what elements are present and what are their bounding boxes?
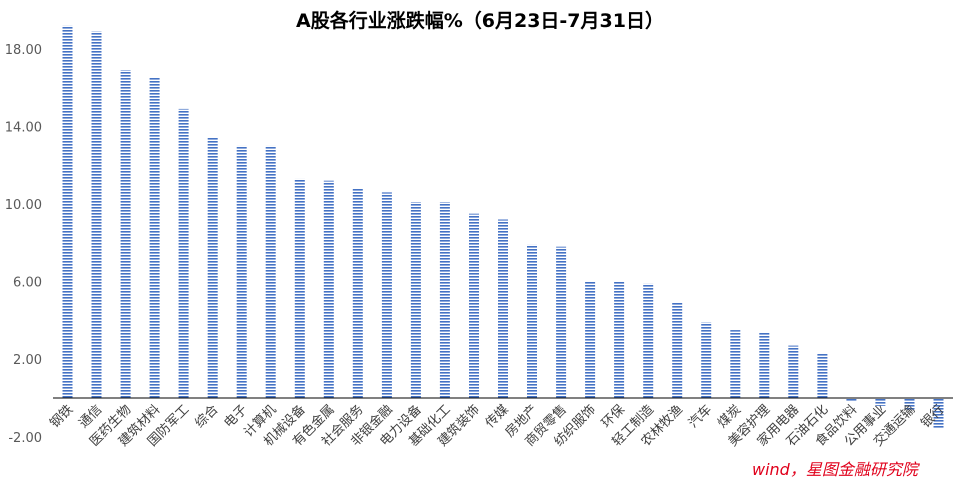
bar-31 xyxy=(933,398,944,429)
y-tick-label: 18.00 xyxy=(5,43,42,58)
chart-title: A股各行业涨跌幅%（6月23日-7月31日） xyxy=(296,10,664,32)
y-tick-label: 14.00 xyxy=(5,120,42,135)
bar-8 xyxy=(265,145,276,398)
y-tick-label: 2.00 xyxy=(13,353,42,368)
bar-29 xyxy=(875,398,886,406)
bar-14 xyxy=(439,202,450,398)
bar-7 xyxy=(236,145,247,398)
bar-1 xyxy=(62,25,73,398)
bar-15 xyxy=(469,213,479,398)
bar-16 xyxy=(498,219,508,398)
bar-18 xyxy=(556,246,567,398)
bar-19 xyxy=(585,281,596,398)
bar-23 xyxy=(701,322,712,398)
bar-4 xyxy=(149,77,160,399)
bar-12 xyxy=(381,192,392,398)
bar-6 xyxy=(207,138,218,398)
category-label: 钢铁 xyxy=(47,402,76,431)
bar-10 xyxy=(323,180,334,398)
bar-26 xyxy=(788,345,799,398)
bar-24 xyxy=(730,330,741,398)
y-tick-label: 6.00 xyxy=(13,276,42,291)
bar-25 xyxy=(759,332,770,398)
bar-30 xyxy=(904,398,915,410)
source-note: wind，星图金融研究院 xyxy=(752,460,918,479)
bar-20 xyxy=(614,281,625,398)
bar-2 xyxy=(91,31,102,399)
bar-3 xyxy=(120,70,131,398)
y-tick-label: 10.00 xyxy=(5,198,42,213)
bar-11 xyxy=(352,188,363,398)
y-tick-label: -2.00 xyxy=(8,431,42,446)
bar-13 xyxy=(410,202,421,398)
bar-17 xyxy=(527,244,537,398)
bar-28 xyxy=(846,398,857,402)
bar-9 xyxy=(294,178,305,398)
category-label: 汽车 xyxy=(685,402,715,432)
bar-27 xyxy=(817,353,828,398)
bar-21 xyxy=(643,283,654,398)
bar-5 xyxy=(178,108,189,399)
bar-22 xyxy=(672,302,683,398)
category-label: 综合 xyxy=(193,402,222,431)
